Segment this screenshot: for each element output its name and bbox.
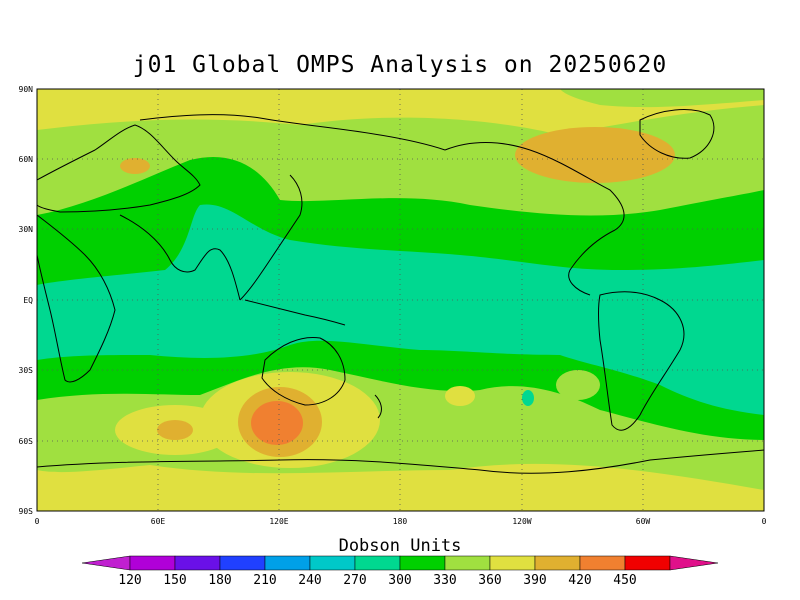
lon-tick-label: 180 xyxy=(393,517,408,526)
colorbar-swatch xyxy=(489,555,536,571)
colorbar-tick-label: 330 xyxy=(433,573,456,588)
coastline-east-asia xyxy=(239,174,303,301)
colorbar-swatch xyxy=(444,555,491,571)
coastline-indonesia xyxy=(244,299,346,326)
map-frame xyxy=(36,88,765,512)
coastline-australia xyxy=(261,336,346,406)
ozone-high-south xyxy=(157,420,193,440)
ozone-band-240-270 xyxy=(37,204,764,415)
colorbar-tick-label: 210 xyxy=(253,573,276,588)
lon-tick-label: 120E xyxy=(269,517,288,526)
coastline-new-zealand xyxy=(374,394,382,419)
colorbar-swatch xyxy=(264,555,311,571)
map-title: j01 Global OMPS Analysis on 20250620 xyxy=(132,52,668,78)
ozone-arctic xyxy=(560,89,764,108)
colorbar: 120 150 180 210 240 270 300 330 360 390 420 450 xyxy=(81,555,719,588)
colorbar-tick-label: 360 xyxy=(478,573,501,588)
lat-tick-label: 30S xyxy=(19,366,34,375)
lon-tick-label: 120W xyxy=(512,517,531,526)
ozone-field xyxy=(37,89,764,511)
coastline-antarctica xyxy=(37,449,764,474)
coastline-arabia-india xyxy=(119,214,241,301)
colorbar-swatch xyxy=(624,555,671,571)
colorbar-swatch xyxy=(219,555,266,571)
lon-tick-label: 60E xyxy=(151,517,166,526)
lat-tick-label: 90S xyxy=(19,507,34,516)
ozone-high-north xyxy=(120,158,150,174)
ozone-blob xyxy=(445,386,475,406)
coastline-europe xyxy=(37,124,201,213)
lon-tick-label: 0 xyxy=(762,517,767,526)
grid xyxy=(37,89,764,511)
lat-tick-label: 90N xyxy=(19,85,34,94)
ozone-blob xyxy=(522,390,534,406)
lon-tick-label: 60W xyxy=(636,517,651,526)
colorbar-swatch xyxy=(399,555,446,571)
colorbar-tick-label: 300 xyxy=(388,573,411,588)
lat-tick-label: EQ xyxy=(23,296,33,305)
ozone-blob xyxy=(556,370,600,400)
lon-tick-label: 0 xyxy=(35,517,40,526)
colorbar-swatch xyxy=(579,555,626,571)
lat-tick-label: 60S xyxy=(19,437,34,446)
lat-tick-label: 30N xyxy=(19,225,34,234)
units-label: Dobson Units xyxy=(338,536,462,556)
colorbar-tick-label: 270 xyxy=(343,573,366,588)
colorbar-under-arrow xyxy=(81,555,131,571)
colorbar-tick-label: 150 xyxy=(163,573,186,588)
lon-axis: 0 60E 120E 180 120W 60W 0 xyxy=(35,517,767,526)
colorbar-over-arrow xyxy=(669,555,719,571)
coastline-africa-europe xyxy=(37,214,116,383)
lat-tick-label: 60N xyxy=(19,155,34,164)
colorbar-tick-label: 240 xyxy=(298,573,321,588)
colorbar-tick-label: 390 xyxy=(523,573,546,588)
coastline-south-america xyxy=(598,291,685,431)
coastlines xyxy=(37,109,764,474)
colorbar-tick-label: 450 xyxy=(613,573,636,588)
ozone-high-north xyxy=(515,127,675,183)
coastline-north-america xyxy=(444,142,625,296)
colorbar-swatch xyxy=(129,555,176,571)
colorbar-swatch xyxy=(174,555,221,571)
coastline-asia-north xyxy=(139,114,446,151)
colorbar-swatch xyxy=(309,555,356,571)
colorbar-swatch xyxy=(354,555,401,571)
lat-axis: 90N 60N 30N EQ 30S 60S 90S xyxy=(19,85,34,516)
colorbar-swatch xyxy=(534,555,581,571)
colorbar-tick-label: 120 xyxy=(118,573,141,588)
ozone-high-south xyxy=(251,401,303,445)
coastline-greenland xyxy=(639,109,715,159)
colorbar-tick-label: 420 xyxy=(568,573,591,588)
colorbar-tick-label: 180 xyxy=(208,573,231,588)
